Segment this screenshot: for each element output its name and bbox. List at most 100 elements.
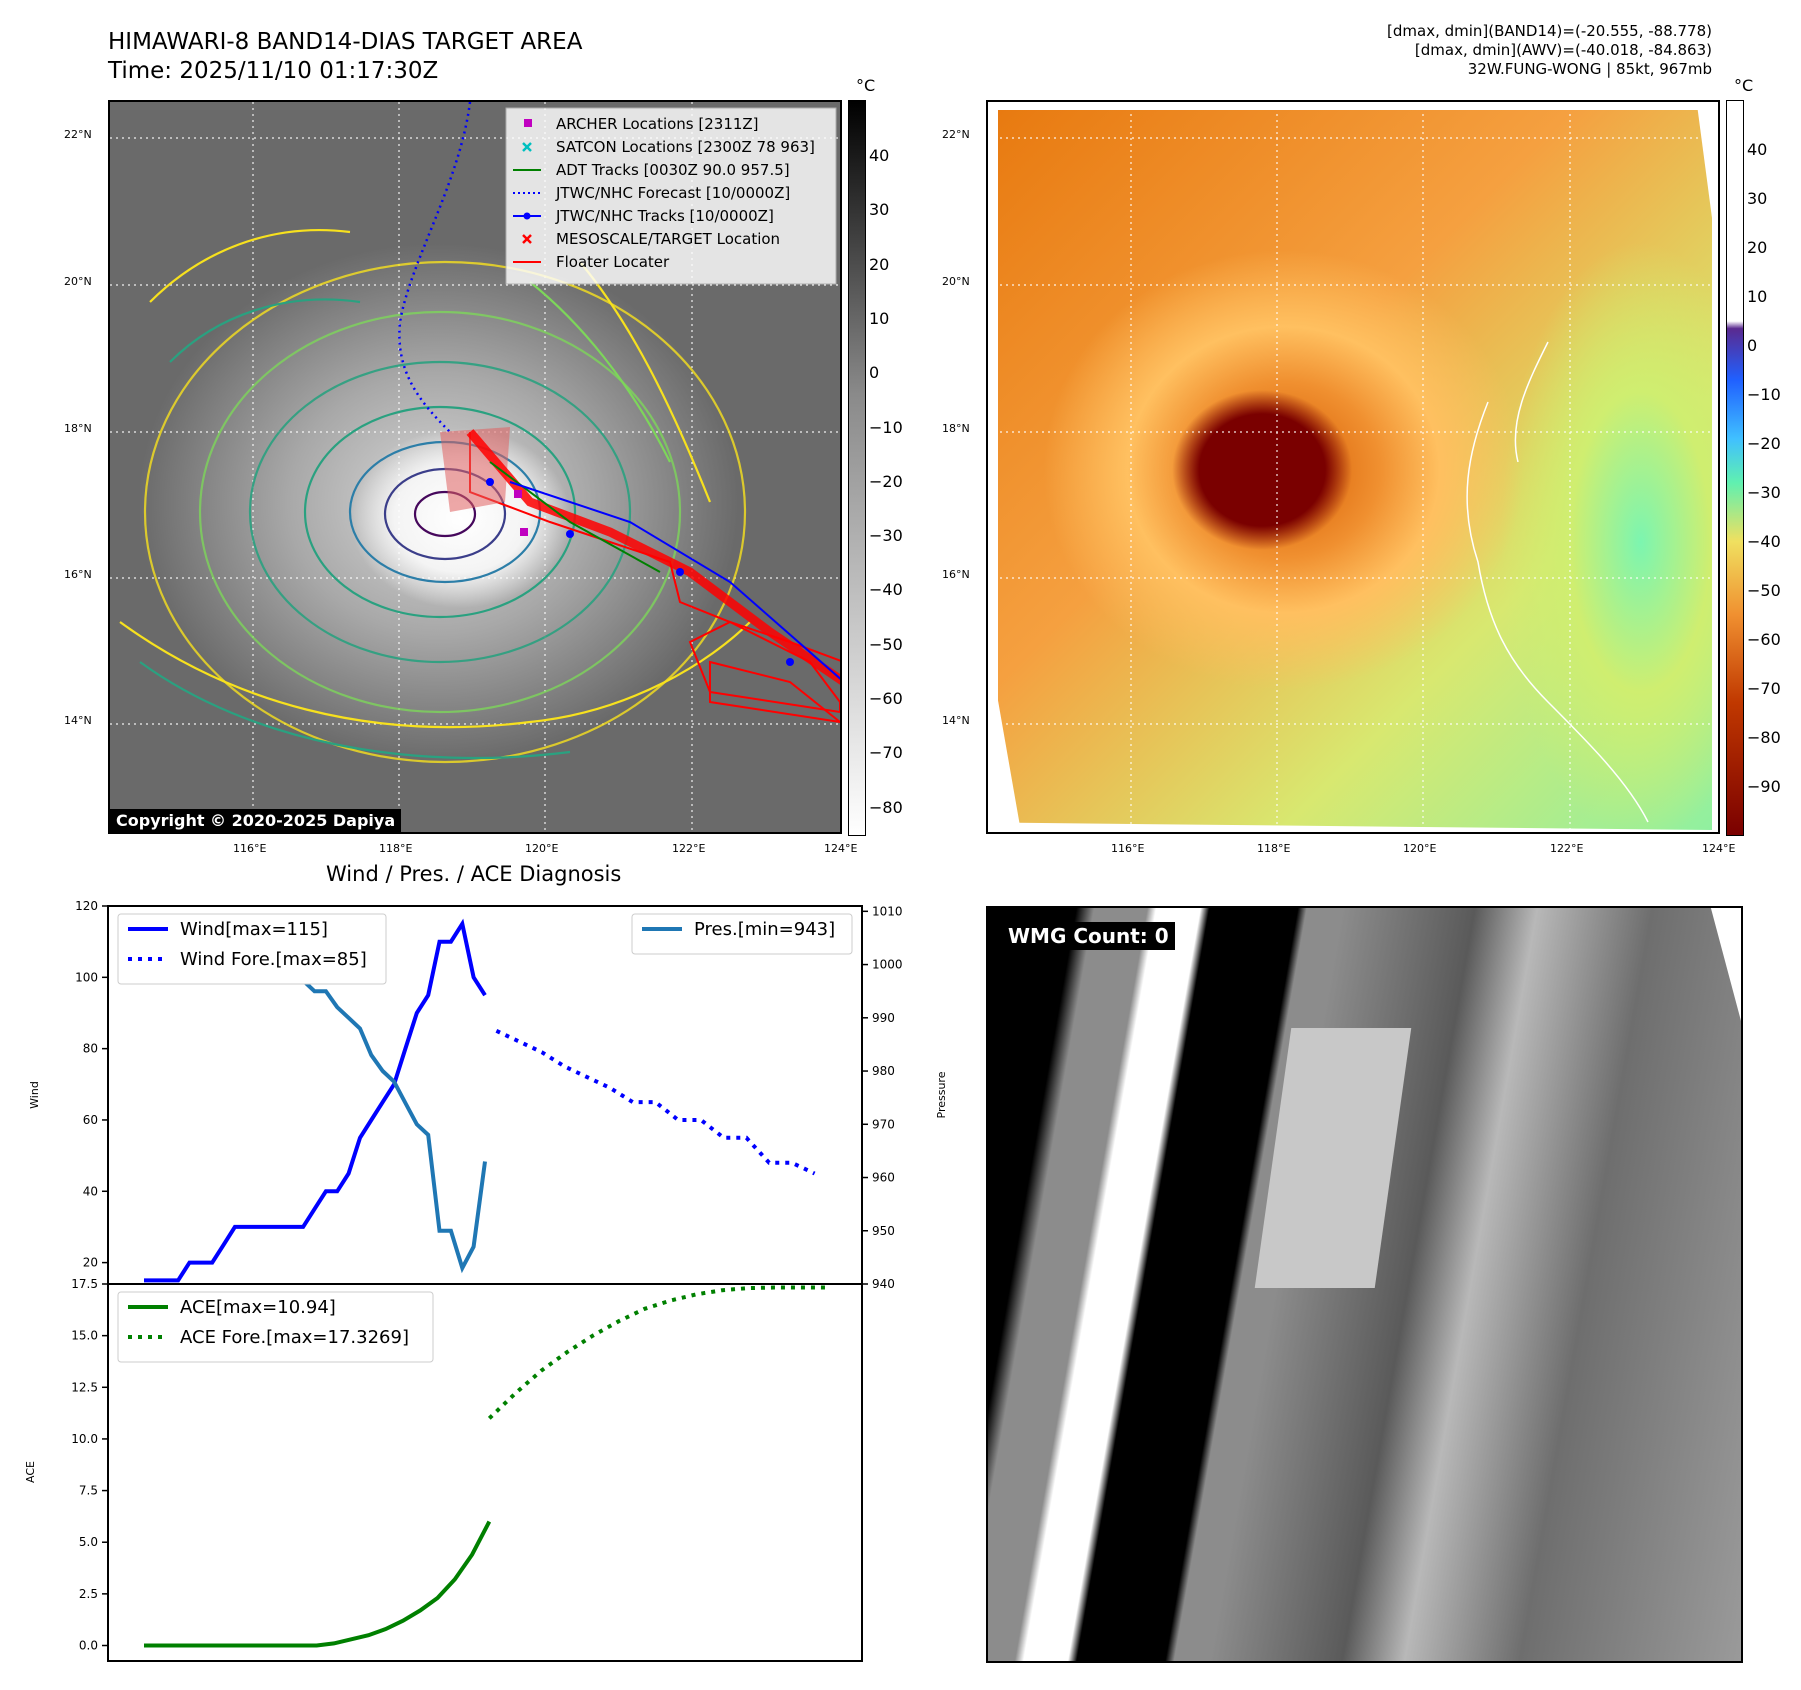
ace-axis-label: ACE xyxy=(24,1461,37,1483)
wmg-count-label: WMG Count: 0 xyxy=(1002,922,1175,950)
colorbar-tick-label: −80 xyxy=(869,797,903,817)
colorbar-tick-label: −70 xyxy=(869,743,903,763)
colorbar-tick-label: −10 xyxy=(1747,385,1781,404)
legend-label: SATCON Locations [2300Z 78 963] xyxy=(556,138,815,156)
legend-label: ARCHER Locations [2311Z] xyxy=(556,115,759,133)
pressure-tick-label: 970 xyxy=(872,1117,895,1131)
wv-map-panel xyxy=(986,100,1720,834)
pressure-tick-label: 940 xyxy=(872,1277,895,1291)
diagnosis-title: Wind / Pres. / ACE Diagnosis xyxy=(326,862,622,886)
legend-entry: JTWC/NHC Forecast [10/0000Z] xyxy=(513,184,790,202)
wind-tick-label: 40 xyxy=(83,1184,98,1198)
wind-tick-label: 120 xyxy=(75,899,98,913)
legend-entry-label: Wind[max=115] xyxy=(180,919,328,940)
legend-label: ADT Tracks [0030Z 90.0 957.5] xyxy=(556,161,790,179)
lat-label: 20°N xyxy=(942,275,970,288)
wmg-panel: WMG Count: 0 xyxy=(986,906,1743,1663)
colorbar-tick-label: 10 xyxy=(869,308,890,328)
lon-label: 120°E xyxy=(525,842,559,855)
legend-entry: Floater Locater xyxy=(513,253,670,271)
wv-imagery xyxy=(998,110,1712,830)
chart-legend xyxy=(117,913,387,985)
lon-label: 124°E xyxy=(1702,842,1736,855)
colorbar-tick-label: −50 xyxy=(1747,581,1781,600)
colorbar-tick-label: −10 xyxy=(869,417,903,437)
wind-tick-label: 80 xyxy=(83,1042,98,1056)
legend-label: JTWC/NHC Tracks [10/0000Z] xyxy=(555,207,774,225)
title-line-2: Time: 2025/11/10 01:17:30Z xyxy=(108,58,439,84)
colorbar-tick-label: −90 xyxy=(1747,777,1781,796)
lat-label: 20°N xyxy=(64,275,92,288)
ace-tick-label: 2.5 xyxy=(79,1587,98,1601)
colorbar-tick-label: −60 xyxy=(1747,630,1781,649)
legend-label: MESOSCALE/TARGET Location xyxy=(556,230,780,248)
colorbar-tick-label: −40 xyxy=(869,580,903,600)
lon-label: 118°E xyxy=(379,842,413,855)
legend-label: Floater Locater xyxy=(556,253,670,271)
ir-map-panel: ARCHER Locations [2311Z] SATCON Locations… xyxy=(108,100,842,834)
colorbar-tick-label: 0 xyxy=(1747,336,1758,355)
legend-label: JTWC/NHC Forecast [10/0000Z] xyxy=(555,184,790,202)
pressure-tick-label: 960 xyxy=(872,1171,895,1185)
series-line-ace xyxy=(144,1520,492,1648)
diagnosis-chart: 20 40 60 80 100 120 940 950 960 970 980 990 1000 1010… xyxy=(24,899,948,1662)
ace-tick-label: 17.5 xyxy=(71,1277,98,1291)
legend-entry: SATCON Locations [2300Z 78 963] xyxy=(522,138,815,156)
wv-colorbar-unit: °C xyxy=(1734,76,1754,95)
series-line-wind-fore- xyxy=(495,1028,816,1176)
series-line-ace-fore- xyxy=(487,1285,826,1420)
pressure-tick-label: 950 xyxy=(872,1224,895,1238)
colorbar-tick-label: 10 xyxy=(1747,287,1768,306)
colorbar-tick-label: 0 xyxy=(869,363,880,383)
colorbar-tick-label: −20 xyxy=(1747,434,1781,453)
ir-colorbar xyxy=(848,100,866,836)
chart-legend xyxy=(117,1291,434,1363)
lon-label: 116°E xyxy=(1111,842,1145,855)
wind-tick-label: 100 xyxy=(75,970,98,984)
ace-tick-label: 15.0 xyxy=(71,1329,98,1343)
lon-label: 116°E xyxy=(233,842,267,855)
lat-label: 18°N xyxy=(942,422,970,435)
colorbar-tick-label: −50 xyxy=(869,634,903,654)
pressure-axis-label: Pressure xyxy=(935,1071,948,1118)
colorbar-tick-label: 40 xyxy=(869,146,890,165)
colorbar-tick-label: −30 xyxy=(869,526,903,546)
wv-map-overlay xyxy=(988,102,1718,832)
dmax-dmin-band14: [dmax, dmin](BAND14)=(-20.555, -88.778) xyxy=(1387,22,1712,40)
pressure-tick-label: 980 xyxy=(872,1064,895,1078)
ace-tick-label: 12.5 xyxy=(71,1380,98,1394)
colorbar-tick-label: 20 xyxy=(1747,238,1768,257)
wind-tick-label: 60 xyxy=(83,1113,98,1127)
ace-axes-frame xyxy=(107,1283,863,1662)
ir-map-overlay: ARCHER Locations [2311Z] SATCON Locations… xyxy=(110,102,840,832)
colorbar-tick-label: 30 xyxy=(1747,189,1768,208)
ace-tick-label: 5.0 xyxy=(79,1535,98,1549)
storm-info: 32W.FUNG-WONG | 85kt, 967mb xyxy=(1467,60,1712,78)
colorbar-tick-label: 30 xyxy=(869,200,890,220)
series-line-wind xyxy=(144,918,487,1283)
colorbar-tick-label: 20 xyxy=(869,254,890,274)
legend-entry-label: ACE Fore.[max=17.3269] xyxy=(180,1327,409,1348)
pressure-tick-label: 1010 xyxy=(872,904,903,918)
legend-entry: ARCHER Locations [2311Z] xyxy=(524,115,759,133)
legend-entry: ADT Tracks [0030Z 90.0 957.5] xyxy=(513,161,790,179)
lat-label: 14°N xyxy=(942,714,970,727)
wind-axis-label: Wind xyxy=(28,1081,41,1109)
ace-tick-label: 10.0 xyxy=(71,1432,98,1446)
colorbar-tick-label: −30 xyxy=(1747,483,1781,502)
legend-entry: MESOSCALE/TARGET Location xyxy=(522,230,780,248)
lat-label: 16°N xyxy=(64,568,92,581)
colorbar-tick-label: −20 xyxy=(869,471,903,491)
legend-entry-label: ACE[max=10.94] xyxy=(180,1297,336,1318)
colorbar-tick-label: −60 xyxy=(869,689,903,708)
wind-tick-label: 20 xyxy=(83,1256,98,1270)
colorbar-tick-label: −80 xyxy=(1747,728,1781,747)
lat-label: 14°N xyxy=(64,714,92,727)
lat-label: 22°N xyxy=(64,128,92,141)
lon-label: 122°E xyxy=(1550,842,1584,855)
pressure-tick-label: 990 xyxy=(872,1011,895,1025)
legend-entry-label: Pres.[min=943] xyxy=(694,919,835,940)
copyright-label: Copyright © 2020-2025 Dapiya xyxy=(110,809,402,832)
dmax-dmin-awv: [dmax, dmin](AWV)=(-40.018, -84.863) xyxy=(1414,41,1712,59)
legend-entry: JTWC/NHC Tracks [10/0000Z] xyxy=(513,207,774,225)
